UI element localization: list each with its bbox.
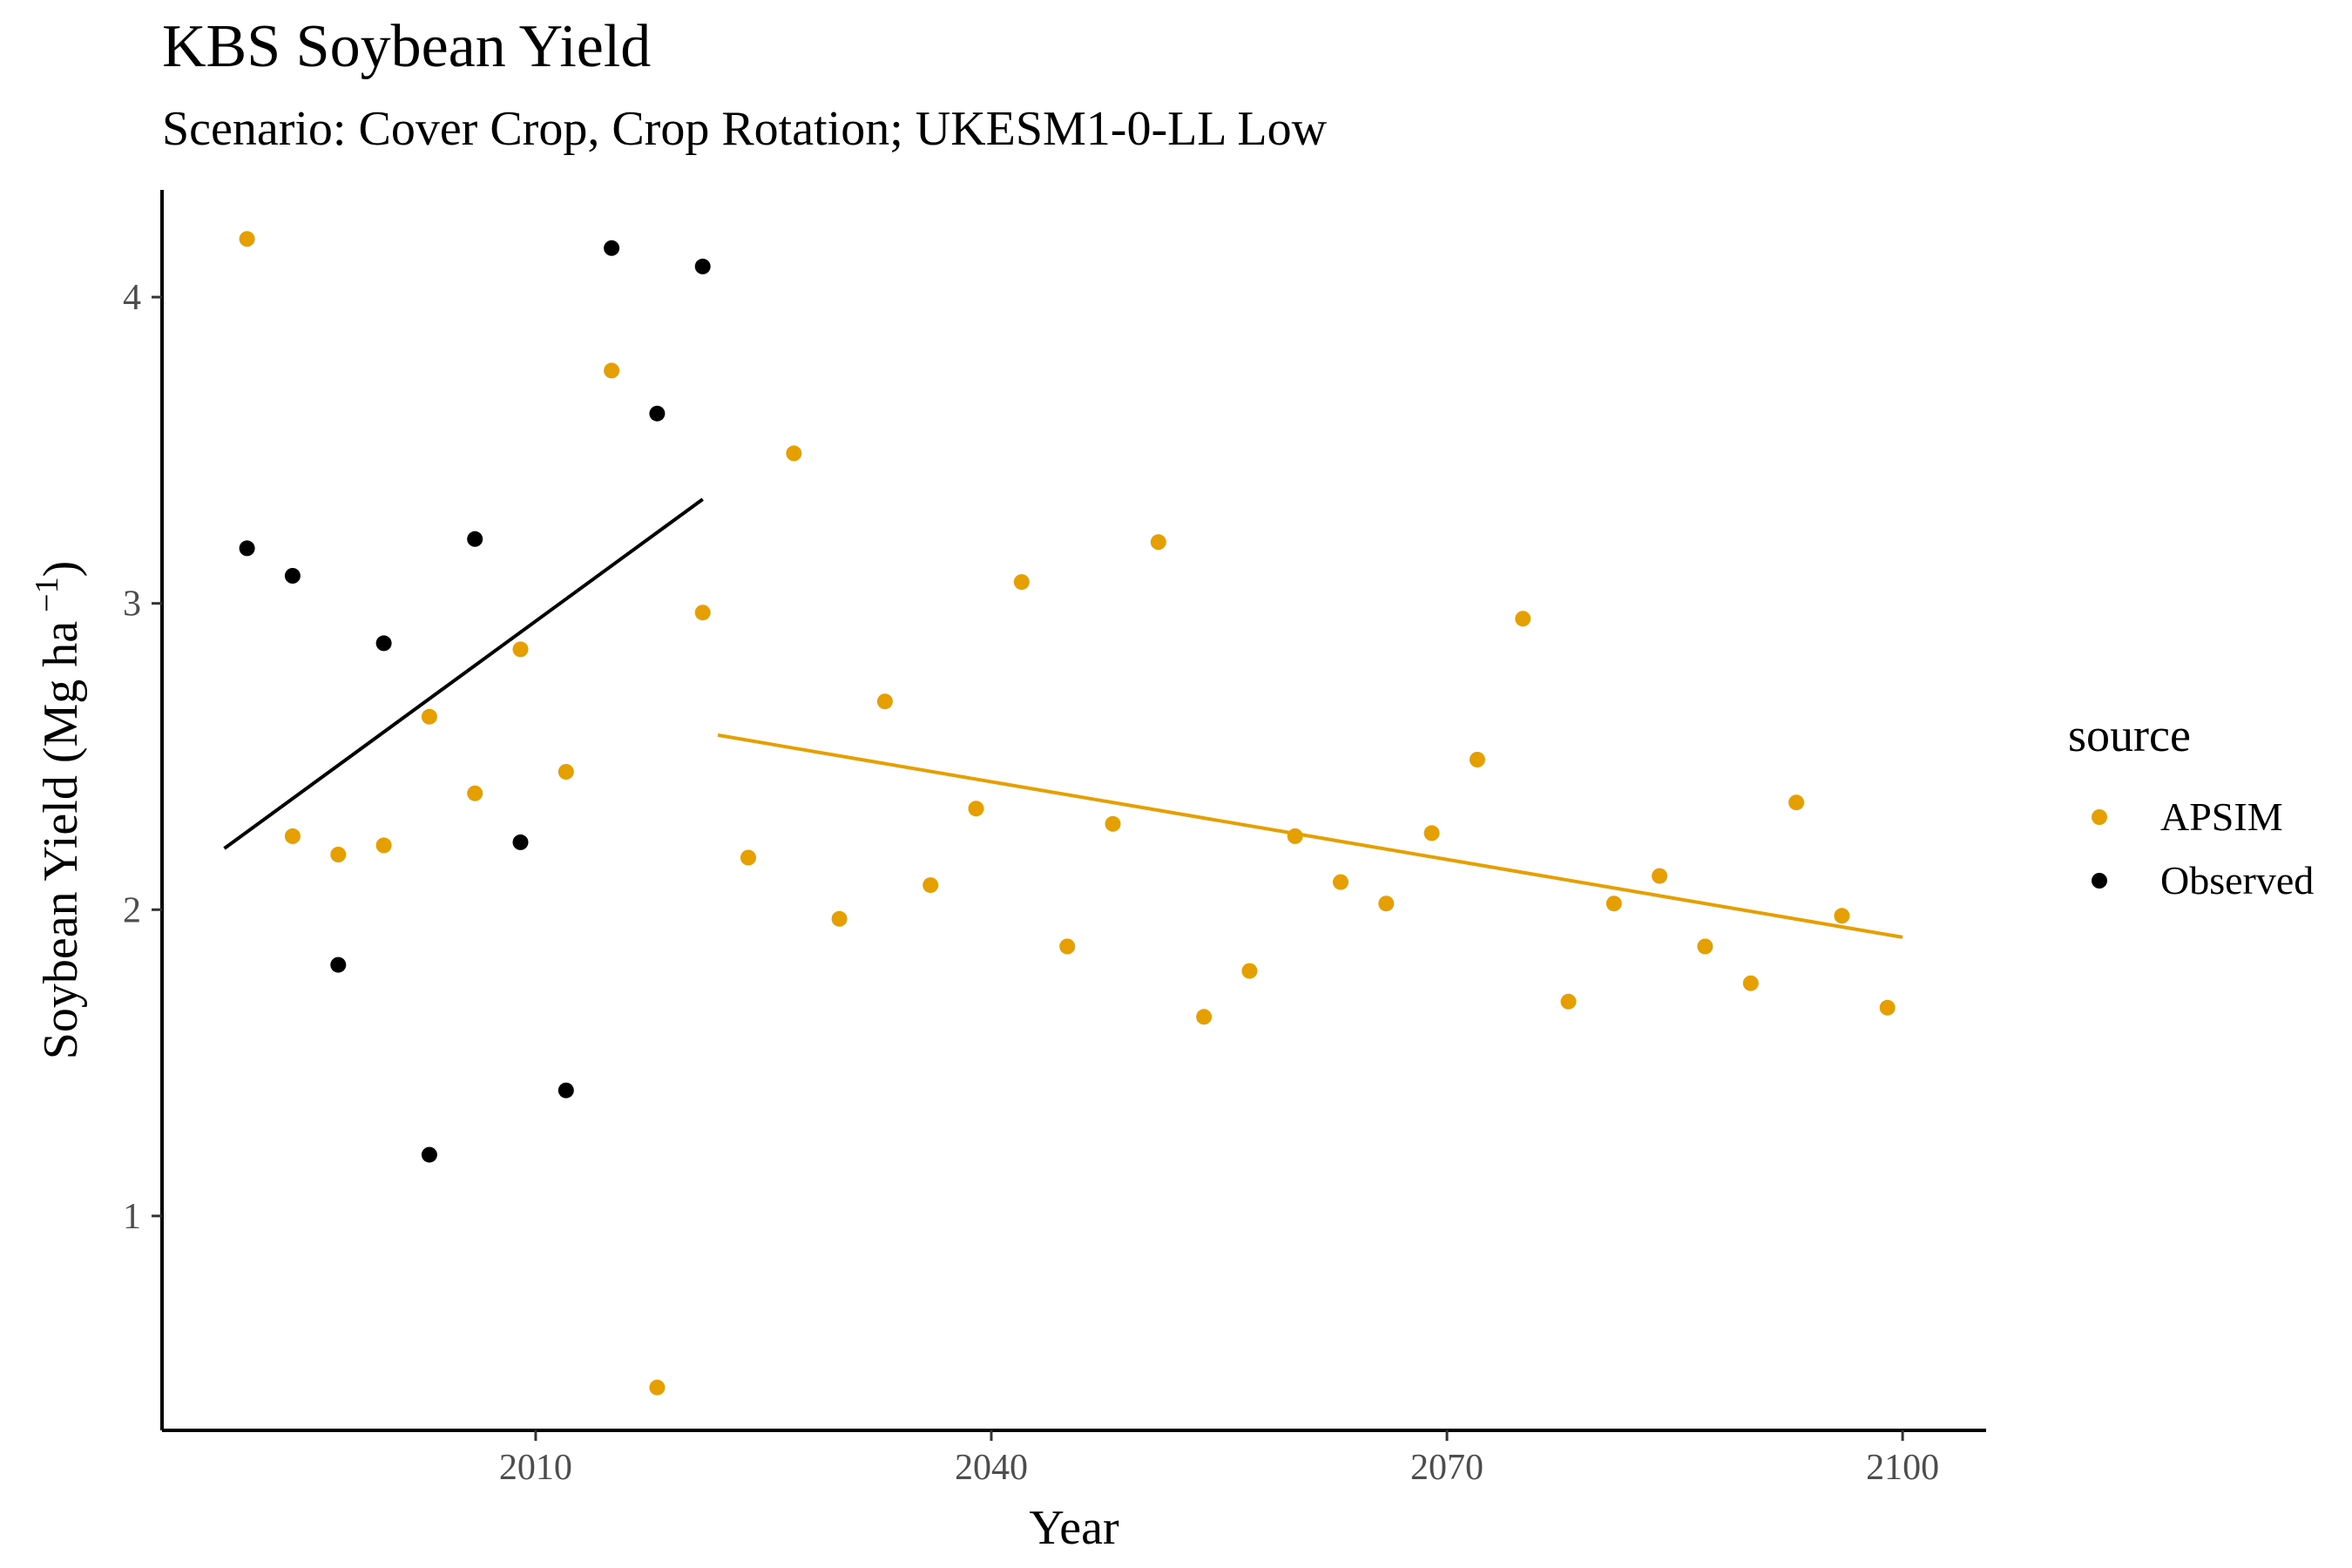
axes — [160, 190, 1986, 1432]
point-apsim-31 — [1652, 868, 1668, 884]
point-observed-0 — [239, 540, 255, 557]
point-observed-3 — [375, 635, 392, 652]
point-apsim-8 — [604, 362, 620, 379]
legend-title: source — [2068, 709, 2191, 761]
point-observed-5 — [467, 531, 483, 547]
point-apsim-28 — [1515, 611, 1531, 627]
x-tick-label-2040: 2040 — [955, 1448, 1028, 1488]
x-tick-label-2010: 2010 — [499, 1448, 572, 1488]
y-tick-label-4: 4 — [123, 278, 141, 318]
trend-line-observed — [223, 497, 704, 850]
point-apsim-27 — [1469, 752, 1485, 767]
point-apsim-7 — [558, 764, 574, 780]
point-apsim-14 — [876, 693, 893, 710]
y-axis-title-main: Soybean Yield (Mg ha — [34, 621, 88, 1060]
point-apsim-18 — [1059, 938, 1076, 955]
y-tick-label-2: 2 — [123, 890, 141, 930]
point-apsim-10 — [694, 605, 711, 621]
ticks: 2010 2040 2070 2100 1 2 3 4 — [123, 278, 1939, 1488]
point-apsim-24 — [1333, 874, 1348, 890]
point-observed-7 — [558, 1082, 574, 1098]
y-tick-label-3: 3 — [123, 585, 141, 625]
point-apsim-11 — [740, 849, 756, 866]
legend-label-apsim: APSIM — [2160, 794, 2283, 839]
point-apsim-17 — [1013, 574, 1030, 591]
legend-key-observed — [2092, 873, 2107, 889]
point-apsim-33 — [1742, 975, 1759, 991]
point-apsim-29 — [1560, 993, 1577, 1010]
point-apsim-22 — [1241, 963, 1258, 979]
point-apsim-2 — [330, 847, 347, 862]
x-axis-title: Year — [1029, 1501, 1119, 1555]
data-points — [239, 231, 1896, 1396]
point-apsim-23 — [1287, 828, 1303, 844]
point-apsim-36 — [1879, 999, 1896, 1016]
point-apsim-13 — [831, 910, 848, 927]
point-apsim-30 — [1605, 896, 1622, 912]
point-observed-6 — [512, 834, 529, 850]
point-apsim-20 — [1150, 534, 1166, 551]
y-tick-label-1: 1 — [123, 1197, 141, 1237]
legend-label-observed: Observed — [2160, 858, 2314, 902]
point-apsim-3 — [375, 837, 392, 854]
point-apsim-16 — [968, 801, 984, 817]
point-apsim-12 — [786, 445, 802, 462]
point-observed-10 — [694, 258, 711, 274]
point-apsim-34 — [1788, 794, 1805, 811]
point-observed-2 — [330, 956, 347, 973]
point-apsim-19 — [1105, 815, 1121, 832]
point-apsim-32 — [1697, 938, 1713, 955]
legend: source APSIM Observed — [2068, 709, 2314, 902]
x-tick-label-2100: 2100 — [1866, 1448, 1939, 1488]
point-apsim-6 — [512, 641, 529, 658]
point-apsim-9 — [649, 1379, 666, 1396]
point-observed-1 — [284, 568, 301, 584]
point-apsim-25 — [1378, 896, 1395, 912]
legend-key-apsim — [2092, 809, 2107, 825]
y-axis-title: Soybean Yield (Mg ha −1) — [29, 561, 88, 1060]
trend-lines — [223, 497, 1903, 939]
point-apsim-35 — [1834, 908, 1850, 924]
point-observed-8 — [604, 240, 620, 256]
chart-title: KBS Soybean Yield — [162, 13, 652, 80]
point-apsim-26 — [1423, 825, 1440, 841]
trend-line-apsim — [717, 733, 1903, 939]
point-observed-9 — [649, 405, 666, 422]
point-apsim-5 — [467, 785, 483, 801]
point-apsim-4 — [421, 708, 437, 725]
y-axis-title-superscript: −1 — [29, 577, 65, 612]
point-apsim-15 — [923, 877, 939, 894]
point-apsim-0 — [239, 231, 255, 247]
x-tick-label-2070: 2070 — [1410, 1448, 1484, 1488]
point-apsim-1 — [284, 828, 301, 844]
y-axis-title-close: ) — [34, 561, 88, 578]
point-observed-4 — [421, 1146, 437, 1163]
point-apsim-21 — [1196, 1009, 1213, 1025]
chart-subtitle: Scenario: Cover Crop, Crop Rotation; UKE… — [162, 102, 1328, 156]
